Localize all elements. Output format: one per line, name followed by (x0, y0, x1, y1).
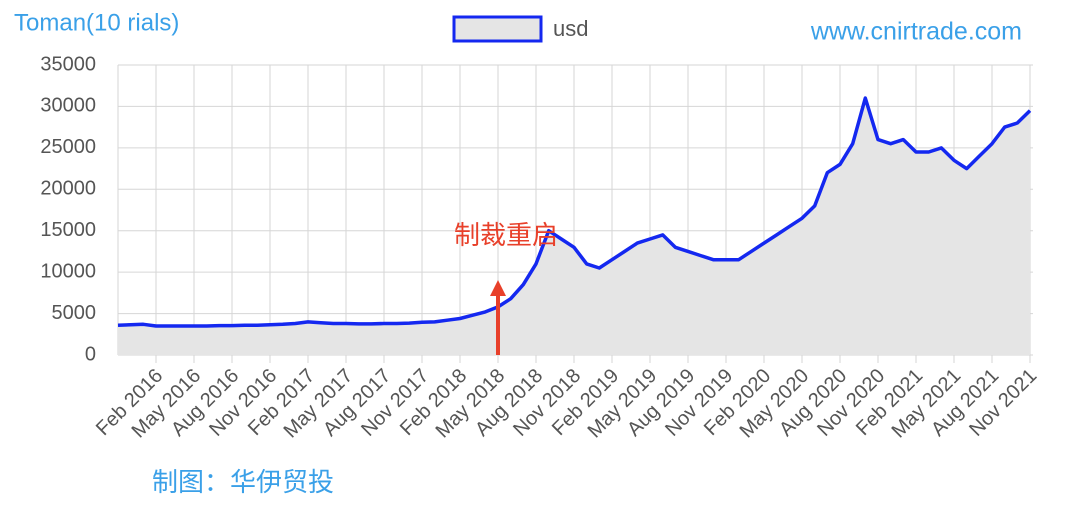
y-tick-label: 35000 (40, 53, 96, 75)
area (118, 98, 1030, 355)
line (117, 96, 1032, 328)
legend-swatch (452, 15, 543, 43)
credit: 制图：华伊贸投 (152, 467, 334, 497)
y-tick-label: 5000 (52, 302, 97, 324)
annotation-arrowhead (490, 280, 506, 296)
y-tick-label: 0 (85, 343, 96, 365)
y-tick-label: 20000 (40, 178, 96, 200)
y-axis-title: Toman(10 rials) (14, 9, 179, 36)
y-tick-label: 15000 (40, 219, 96, 241)
y-tick-label: 25000 (40, 136, 96, 158)
y-tick-label: 30000 (40, 95, 96, 117)
y-tick-label: 10000 (40, 260, 96, 282)
watermark: www.cnirtrade.com (810, 18, 1022, 46)
legend-label: usd (553, 16, 588, 41)
annotation: 制裁重启 (454, 220, 558, 250)
